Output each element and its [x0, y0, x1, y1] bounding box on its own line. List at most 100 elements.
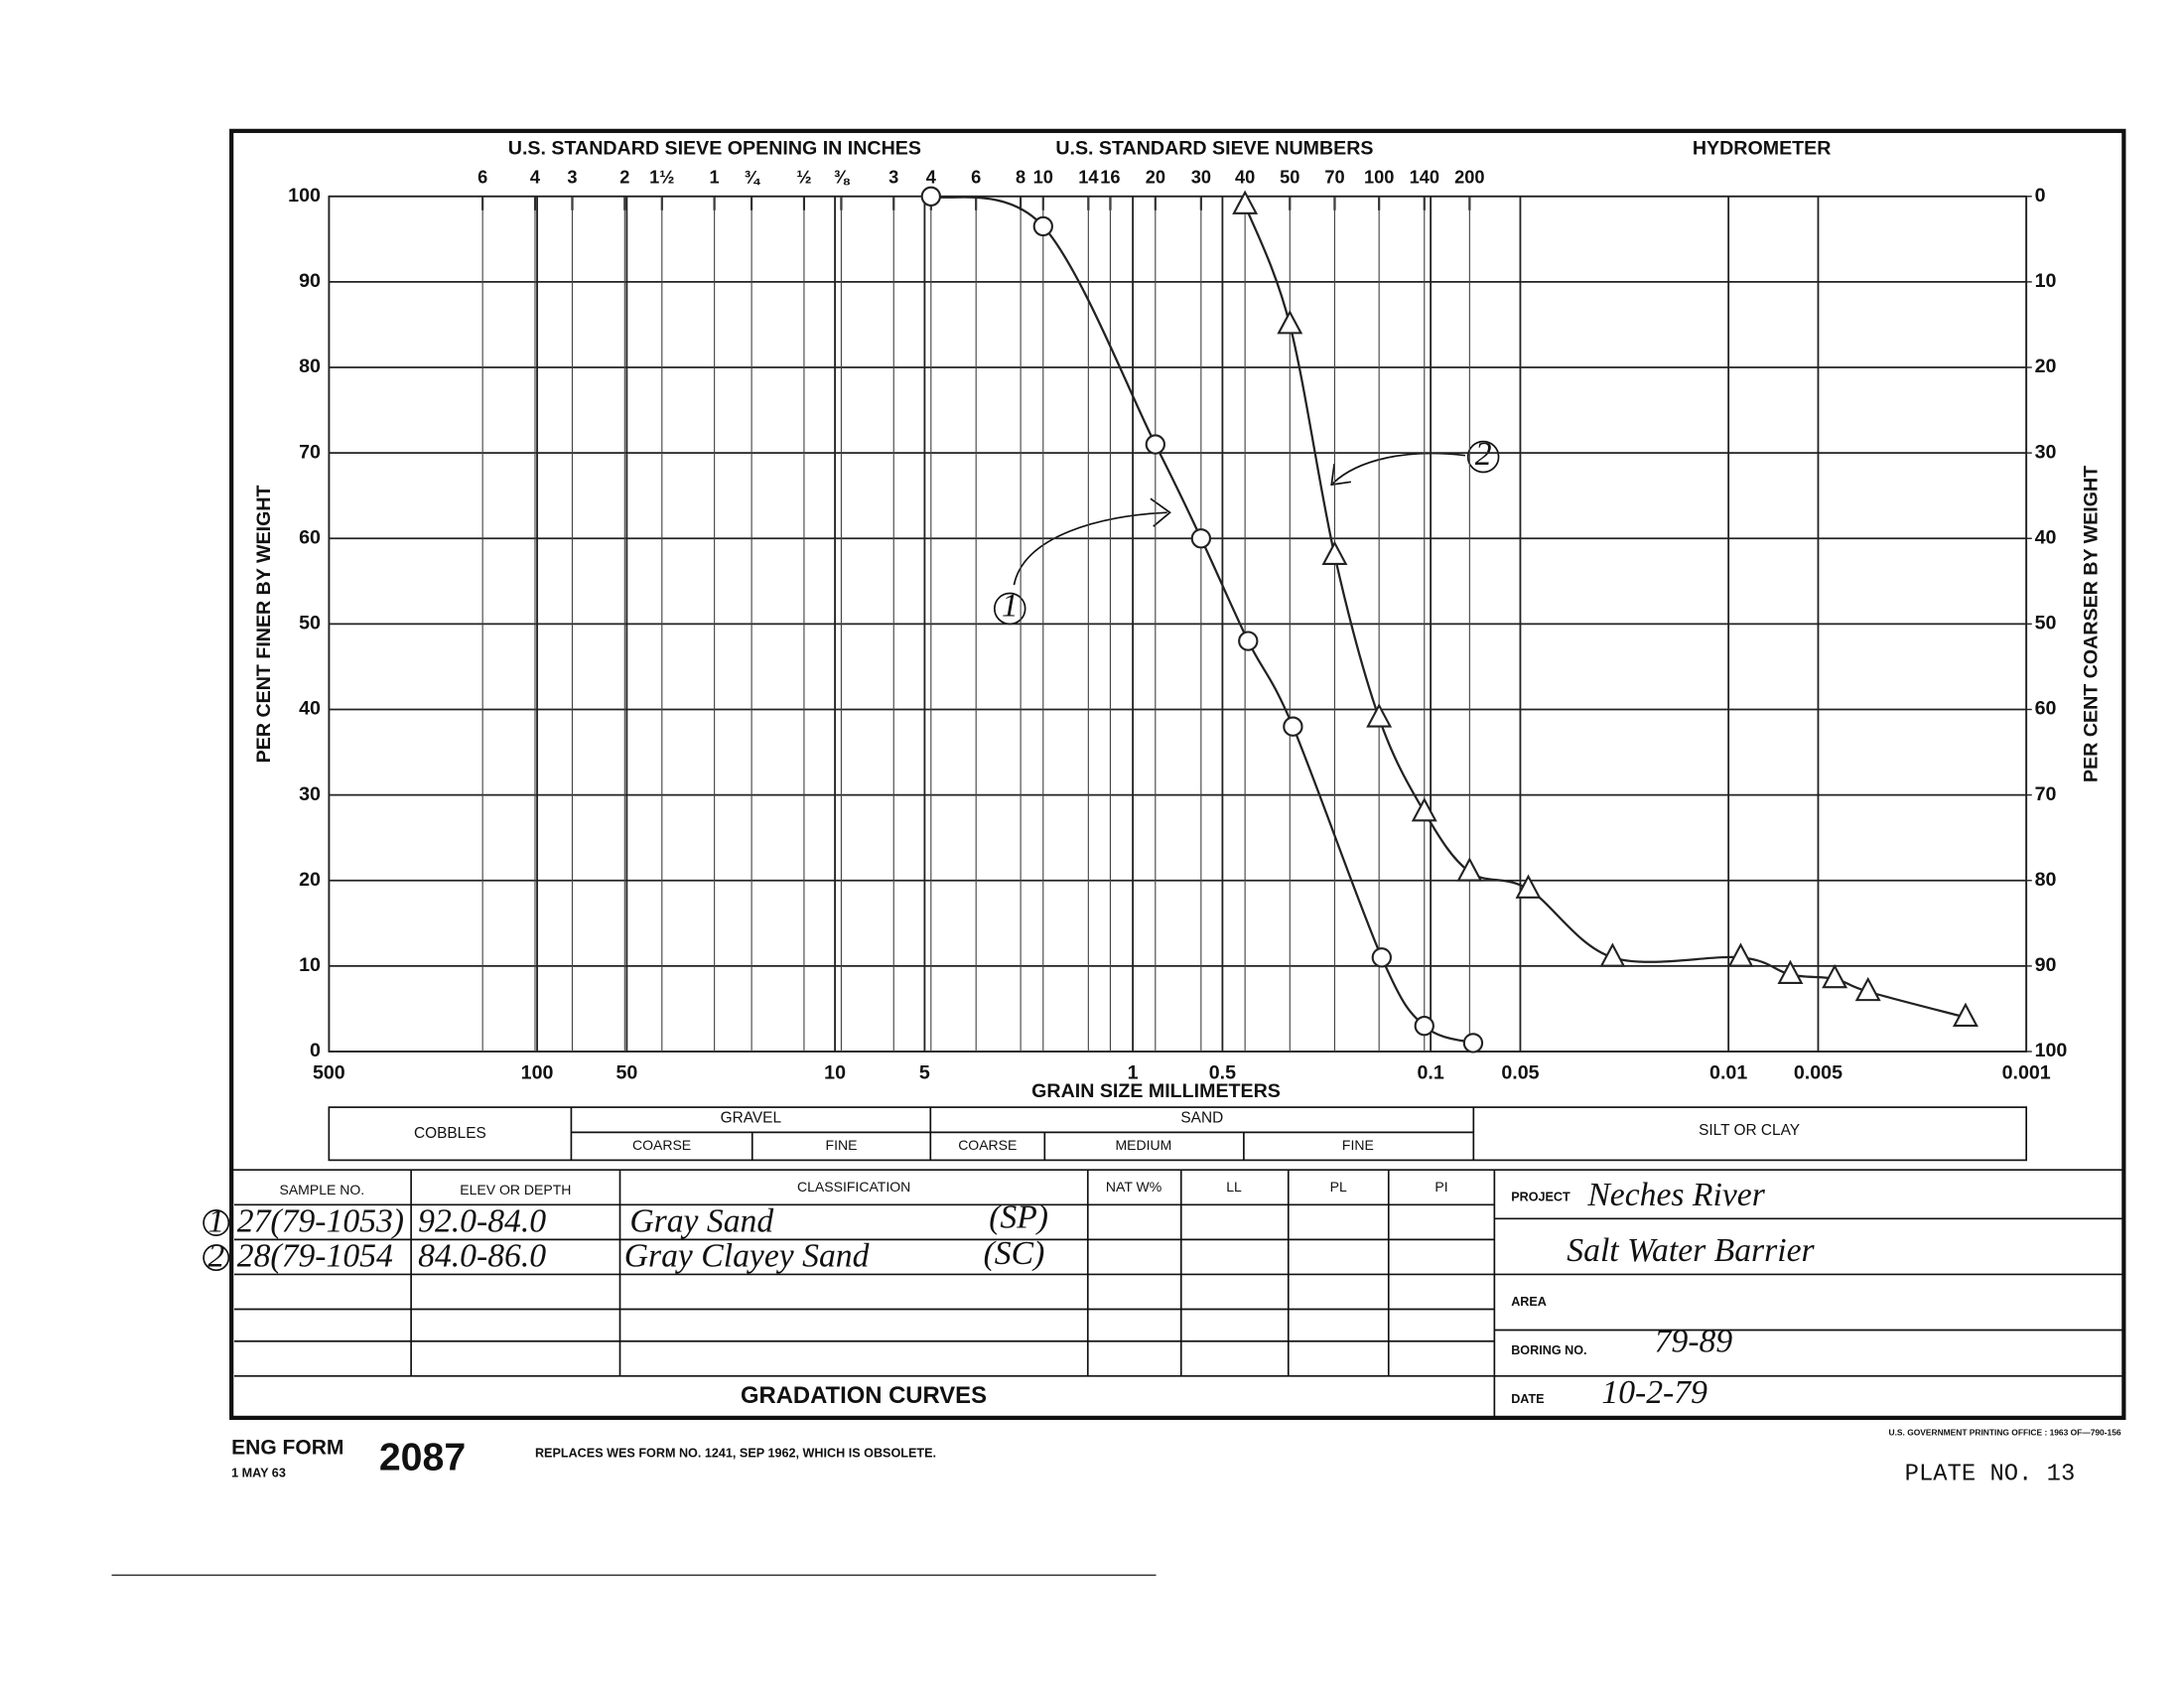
cell: (SP): [989, 1198, 1048, 1235]
cell: 92.0-84.0: [418, 1203, 546, 1240]
top-tick-label: ⅜: [834, 166, 851, 187]
y2-tick-label: 0: [2035, 185, 2046, 207]
top-tick-label: 1½: [649, 166, 674, 187]
point-marker: [1456, 857, 1483, 882]
point-marker: [1952, 1002, 1979, 1028]
point-marker: [1277, 310, 1303, 335]
class-label: SAND: [1180, 1109, 1223, 1126]
top-tick-label: 4: [926, 166, 937, 187]
y2-tick-label: 50: [2035, 613, 2057, 634]
cell: Gray Sand: [629, 1203, 773, 1240]
point-marker: [1238, 631, 1259, 651]
x-tick-label: 0.1: [1417, 1062, 1443, 1084]
column-header: PI: [1434, 1179, 1447, 1195]
top-tick-label: 50: [1280, 166, 1299, 187]
point-marker: [1032, 215, 1053, 237]
point-marker: [1145, 434, 1165, 455]
top-tick-label: 3: [567, 166, 577, 187]
row-marker-circle: [203, 1209, 230, 1236]
band-frame: [328, 1106, 2028, 1162]
top-title: U.S. STANDARD SIEVE OPENING IN INCHES: [508, 137, 921, 159]
top-tick-label: 200: [1454, 166, 1484, 187]
cell: 84.0-86.0: [418, 1238, 546, 1275]
top-tick-label: 6: [478, 166, 487, 187]
point-marker: [1515, 874, 1542, 899]
point-marker: [1462, 1033, 1484, 1054]
y2-tick-label: 90: [2035, 954, 2057, 976]
point-marker: [1777, 959, 1804, 984]
sample-table: SAMPLE NO. ELEV OR DEPTH CLASSIFICATION …: [203, 1169, 2124, 1418]
point-marker: [1411, 796, 1437, 822]
point-marker: [1854, 976, 1881, 1002]
top-tick-label: 140: [1410, 166, 1439, 187]
field-label: AREA: [1511, 1295, 1547, 1309]
annotation-arrow: [1013, 497, 1171, 586]
class-label: GRAVEL: [721, 1109, 782, 1126]
soil-class-band: COBBLES GRAVEL COARSE FINE SAND COARSE M…: [328, 1106, 2028, 1162]
field-value: 10-2-79: [1601, 1374, 1707, 1411]
cell: (SC): [984, 1235, 1045, 1272]
series-label: 2: [1475, 436, 1492, 473]
y-axis-title: PER CENT FINER BY WEIGHT: [253, 485, 275, 763]
column-header: LL: [1226, 1179, 1242, 1195]
top-tick-label: 16: [1100, 166, 1120, 187]
field-value: 79-89: [1655, 1323, 1733, 1359]
top-tick-label: ¾: [745, 166, 761, 187]
point-marker: [1727, 942, 1754, 967]
table-footer: GRADATION CURVES: [741, 1382, 987, 1409]
y-tick-label: 40: [299, 698, 321, 720]
series-line: [930, 195, 1474, 1045]
y2-tick-label: 70: [2035, 783, 2057, 805]
band-lines: [570, 1107, 1475, 1161]
row-marker-circle: [203, 1244, 230, 1272]
point-marker: [1283, 716, 1303, 737]
cell: 27(79-1053): [237, 1203, 404, 1240]
y2-tick-label: 100: [2035, 1040, 2068, 1061]
column-header: CLASSIFICATION: [797, 1179, 910, 1195]
cell: Gray Clayey Sand: [624, 1238, 870, 1275]
point-marker: [1599, 942, 1626, 967]
class-label: FINE: [1342, 1137, 1374, 1153]
x-tick-label: 10: [824, 1062, 846, 1084]
top-tick-label: 30: [1191, 166, 1211, 187]
cell: 28(79-1054: [237, 1238, 393, 1275]
class-label: COARSE: [632, 1137, 691, 1153]
y-tick-label: 50: [299, 613, 321, 634]
x-tick-label: 1: [1128, 1062, 1139, 1084]
top-tick-label: 100: [1364, 166, 1394, 187]
class-label: COARSE: [958, 1137, 1017, 1153]
y-tick-label: 100: [288, 185, 321, 207]
form-number: 2087: [379, 1435, 466, 1478]
top-tick-label: ½: [796, 166, 811, 187]
series-line: [1244, 204, 1967, 1019]
point-marker: [1366, 703, 1393, 728]
x-tick-label: 0.05: [1501, 1062, 1539, 1084]
y2-tick-label: 40: [2035, 526, 2057, 548]
top-tick-label: 14: [1078, 166, 1099, 187]
top-tick-label: 4: [530, 166, 541, 187]
form-date: 1 MAY 63: [231, 1466, 286, 1479]
top-tick-label: 40: [1235, 166, 1255, 187]
x-tick-label: 0.005: [1794, 1062, 1843, 1084]
y-tick-label: 70: [299, 441, 321, 463]
annotation-circle: [1466, 440, 1500, 474]
class-label: FINE: [826, 1137, 858, 1153]
class-label: MEDIUM: [1115, 1137, 1171, 1153]
y2-tick-label: 80: [2035, 869, 2057, 891]
y-tick-label: 80: [299, 355, 321, 377]
y-tick-label: 10: [299, 954, 321, 976]
top-tick-label: 20: [1146, 166, 1165, 187]
point-marker: [1414, 1015, 1434, 1037]
x-tick-label: 500: [313, 1062, 345, 1084]
top-tick-label: 6: [971, 166, 981, 187]
column-header: NAT W%: [1106, 1179, 1161, 1195]
top-tick-label: 2: [619, 166, 629, 187]
printing-note: U.S. GOVERNMENT PRINTING OFFICE : 1963 O…: [1889, 1428, 2121, 1438]
y-tick-label: 30: [299, 783, 321, 805]
y2-tick-label: 10: [2035, 270, 2057, 292]
y-tick-label: 60: [299, 526, 321, 548]
x-tick-label: 5: [919, 1062, 930, 1084]
y2-tick-label: 60: [2035, 698, 2057, 720]
point-marker: [1190, 528, 1212, 549]
point-marker: [920, 186, 941, 207]
